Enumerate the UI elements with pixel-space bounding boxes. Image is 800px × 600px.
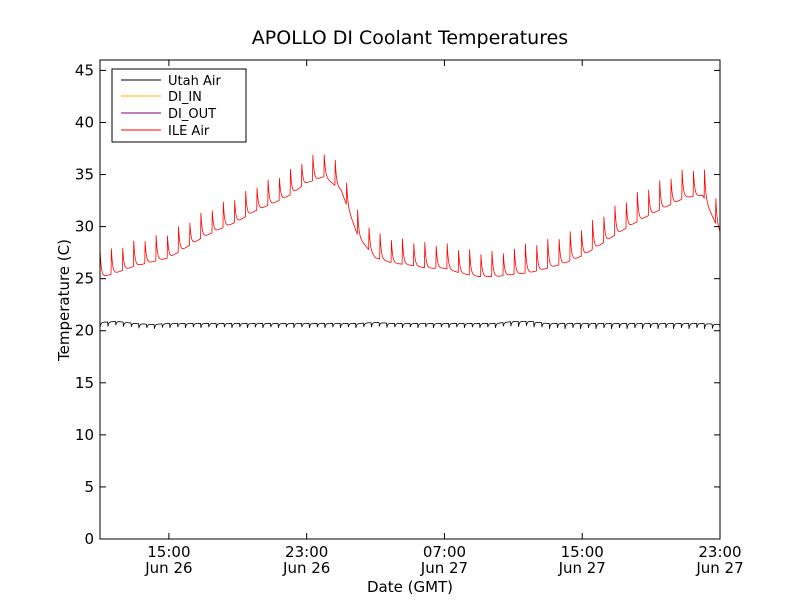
x-tick-label-time: 15:00 bbox=[561, 543, 604, 561]
x-tick-label-date: Jun 27 bbox=[695, 559, 743, 577]
y-tick-label: 0 bbox=[84, 530, 94, 548]
x-tick-label-time: 15:00 bbox=[147, 543, 190, 561]
y-tick-label: 25 bbox=[75, 270, 94, 288]
x-tick-label-time: 23:00 bbox=[698, 543, 741, 561]
plot-frame bbox=[99, 59, 721, 540]
x-tick-label-date: Jun 26 bbox=[144, 559, 192, 577]
y-tick-label: 10 bbox=[75, 426, 94, 444]
y-tick-label: 35 bbox=[75, 166, 94, 184]
legend-label-ile-air: ILE Air bbox=[168, 124, 210, 139]
series-line-ile-air bbox=[100, 154, 720, 277]
series-line-utah-air bbox=[100, 320, 720, 330]
x-tick-label-time: 23:00 bbox=[285, 543, 328, 561]
y-axis-label: Temperature (C) bbox=[55, 239, 73, 362]
y-tick-label: 40 bbox=[75, 113, 94, 131]
x-tick-label-date: Jun 26 bbox=[282, 559, 330, 577]
y-tick-label: 30 bbox=[75, 218, 94, 236]
x-tick-label-date: Jun 27 bbox=[420, 559, 468, 577]
legend-label-di-in: DI_IN bbox=[168, 90, 202, 105]
series-layer bbox=[100, 154, 720, 330]
x-axis-label: Date (GMT) bbox=[367, 578, 453, 596]
y-axis: 0 5 10 15 20 25 30 35 40 45 bbox=[75, 61, 720, 548]
y-tick-label: 45 bbox=[75, 61, 94, 79]
x-tick-label-date: Jun 27 bbox=[558, 559, 606, 577]
x-tick-label-time: 07:00 bbox=[423, 543, 466, 561]
legend: Utah Air DI_IN DI_OUT ILE Air bbox=[111, 68, 247, 143]
legend-label-utah-air: Utah Air bbox=[168, 74, 221, 89]
y-tick-label: 15 bbox=[75, 374, 94, 392]
chart-title: APOLLO DI Coolant Temperatures bbox=[252, 27, 568, 49]
y-tick-label: 20 bbox=[75, 322, 94, 340]
legend-label-di-out: DI_OUT bbox=[168, 107, 216, 122]
y-tick-label: 5 bbox=[84, 478, 94, 496]
